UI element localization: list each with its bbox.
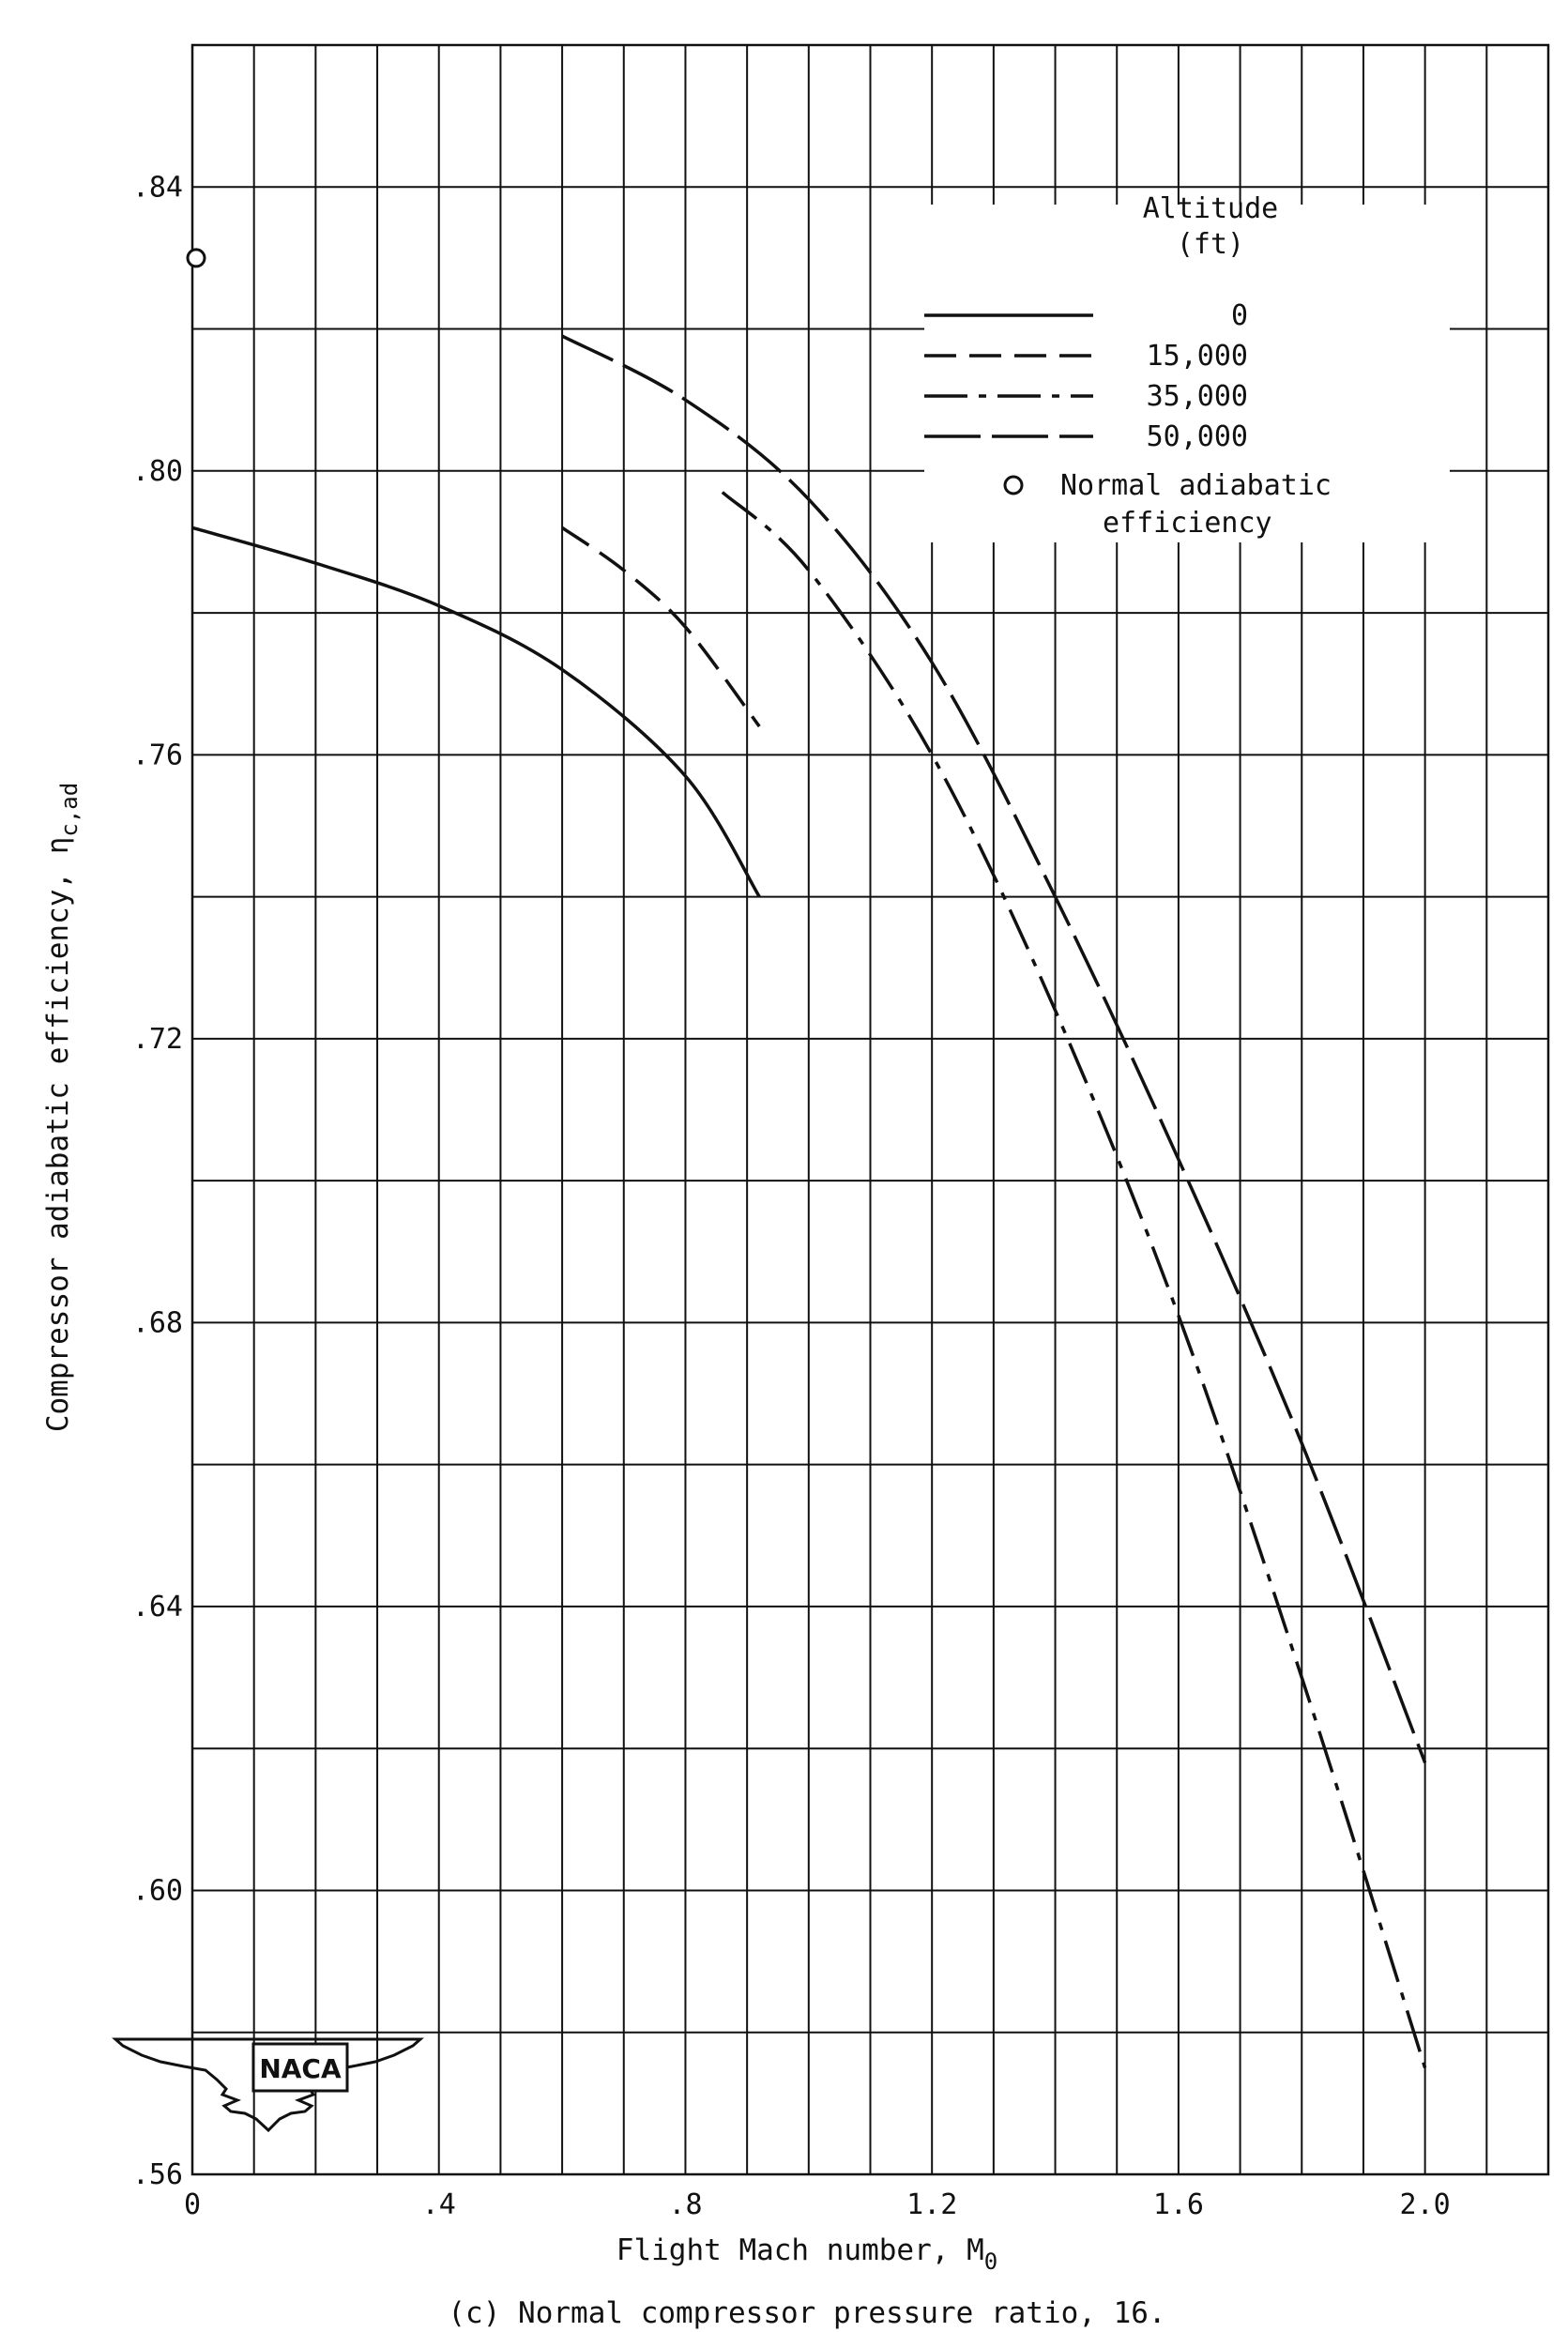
legend-label-1: 15,000 xyxy=(1147,340,1248,373)
legend-label-3: 50,000 xyxy=(1147,420,1248,453)
legend-marker-circle xyxy=(1003,475,1024,495)
x-tick-label: .8 xyxy=(668,2188,702,2221)
legend-title: Altitude xyxy=(1143,192,1279,225)
legend-label-0: 0 xyxy=(1231,299,1248,332)
points-layer xyxy=(186,248,206,268)
x-axis-label-subscript: 0 xyxy=(984,2248,997,2275)
tick-labels: 0 .4 .8 1.2 1.6 2.0 .56 .60 .64 .68 .72 .76 .80 .84 xyxy=(132,171,1451,2221)
series-line-1 xyxy=(561,526,761,728)
x-tick-label: 2.0 xyxy=(1400,2188,1451,2221)
y-tick-label: .80 xyxy=(132,455,183,488)
x-tick-label: 1.2 xyxy=(906,2188,957,2221)
series-line-0 xyxy=(191,526,761,898)
x-tick-label: 0 xyxy=(184,2188,201,2221)
legend-marker-label: Normal adiabatic xyxy=(1060,469,1332,502)
series-layer xyxy=(191,334,1427,2069)
series-line-2 xyxy=(721,491,1427,2069)
legend-marker-label-line2: efficiency xyxy=(1103,507,1272,540)
legend: Altitude (ft) 0 15,000 35,000 50,000 Normal… xyxy=(924,192,1450,542)
x-axis-label-main: Flight Mach number, M xyxy=(617,2233,984,2267)
y-tick-label: .84 xyxy=(132,171,183,204)
plot-frame xyxy=(190,43,1550,2176)
series-line-3 xyxy=(561,334,1427,1763)
data-point-circle xyxy=(186,248,206,268)
y-tick-label: .72 xyxy=(132,1023,183,1056)
y-tick-label: .76 xyxy=(132,739,183,771)
y-tick-label: .68 xyxy=(132,1306,183,1339)
x-tick-label: .4 xyxy=(422,2188,456,2221)
legend-label-2: 35,000 xyxy=(1147,380,1248,413)
x-axis-label: Flight Mach number, M0 xyxy=(617,2233,997,2275)
legend-entries: 0 15,000 35,000 50,000 xyxy=(924,299,1248,453)
y-tick-label: .60 xyxy=(132,1874,183,1907)
naca-logo-wings xyxy=(112,2037,424,2133)
naca-logo: NACA xyxy=(112,2037,424,2133)
y-tick-label: .56 xyxy=(132,2158,183,2191)
naca-logo-text: NACA xyxy=(259,2053,342,2084)
y-axis-label-main: Compressor adiabatic efficiency, η xyxy=(41,837,75,1433)
y-axis-label: Compressor adiabatic efficiency, ηc,ad xyxy=(41,783,83,1432)
x-tick-label: 1.6 xyxy=(1153,2188,1204,2221)
naca-logo-plate xyxy=(251,2042,349,2093)
y-tick-label: .64 xyxy=(132,1591,183,1623)
legend-background xyxy=(924,205,1450,542)
figure-caption: (c) Normal compressor pressure ratio, 16… xyxy=(448,2296,1165,2330)
legend-title-unit: (ft) xyxy=(1177,228,1244,261)
y-axis-label-subscript: c,ad xyxy=(56,783,83,837)
